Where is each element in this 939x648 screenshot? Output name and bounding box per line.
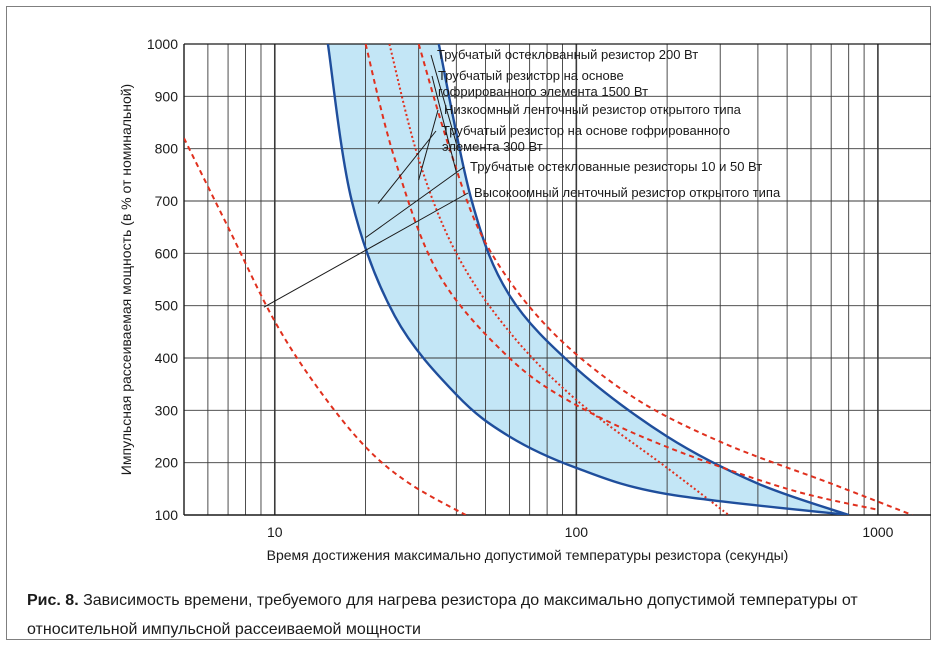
x-tick-label-10: 10 bbox=[267, 524, 283, 540]
series-line-4 bbox=[364, 44, 879, 511]
annotation-label-5: Трубчатые остеклованные резисторы 10 и 5… bbox=[470, 159, 762, 174]
series-line-6 bbox=[184, 137, 467, 515]
annotation-label-2-line-1: Трубчатый резистор на основе bbox=[438, 68, 624, 83]
x-axis-label: Время достижения максимально допустимой … bbox=[267, 547, 789, 563]
annotation-label-4-line-1: Трубчатый резистор на основе гофрированн… bbox=[442, 123, 730, 138]
annotation-label-3-line-1: Низкоомный ленточный резистор открытого … bbox=[444, 102, 742, 117]
y-tick-label-100: 100 bbox=[155, 507, 179, 523]
y-tick-label-800: 800 bbox=[155, 141, 179, 157]
annotation-leader-6 bbox=[263, 192, 469, 308]
y-tick-label-500: 500 bbox=[155, 298, 179, 314]
annotation-leader-1 bbox=[430, 54, 457, 144]
annotation-label-5-line-1: Трубчатые остеклованные резисторы 10 и 5… bbox=[470, 159, 762, 174]
figure-frame: Трубчатый остеклованный резистор 200 Вт Т… bbox=[6, 6, 931, 640]
annotation-leader-4 bbox=[377, 130, 437, 204]
y-tick-label-1000: 1000 bbox=[147, 36, 178, 52]
annotation-leader-5 bbox=[365, 166, 465, 239]
y-tick-label-600: 600 bbox=[155, 245, 179, 261]
caption-text: Зависимость времени, требуемого для нагр… bbox=[27, 592, 858, 638]
annotation-label-4-line-2: элемента 300 Вт bbox=[442, 139, 543, 154]
y-axis-label: Импульсная рассеиваемая мощность (в % от… bbox=[118, 84, 134, 475]
band-layer bbox=[327, 44, 849, 515]
chart: Трубчатый остеклованный резистор 200 Вт Т… bbox=[118, 36, 931, 563]
series-layer bbox=[184, 44, 913, 515]
x-tick-label-100: 100 bbox=[565, 524, 589, 540]
series-line-1 bbox=[437, 44, 850, 515]
annotation-label-2: Трубчатый резистор на основе гофрированно… bbox=[438, 68, 648, 99]
figure-caption: Рис. 8. Зависимость времени, требуемого … bbox=[27, 586, 917, 644]
annotation-layer: Трубчатый остеклованный резистор 200 Вт Т… bbox=[263, 47, 781, 308]
annotation-label-1-line-1: Трубчатый остеклованный резистор 200 Вт bbox=[437, 47, 698, 62]
y-tick-label-400: 400 bbox=[155, 350, 179, 366]
annotation-leader-3 bbox=[418, 109, 439, 181]
y-tick-label-700: 700 bbox=[155, 193, 179, 209]
annotation-leader-2 bbox=[431, 75, 457, 173]
annotation-label-2-line-2: гофрированного элемента 1500 Вт bbox=[438, 84, 648, 99]
annotation-label-3: Низкоомный ленточный резистор открытого … bbox=[444, 102, 742, 117]
y-tick-label-200: 200 bbox=[155, 455, 179, 471]
series-line-3 bbox=[388, 44, 730, 515]
annotation-label-1: Трубчатый остеклованный резистор 200 Вт bbox=[437, 47, 698, 62]
figure-label: Рис. 8. bbox=[27, 592, 79, 609]
band-fill bbox=[327, 44, 849, 515]
y-tick-label-300: 300 bbox=[155, 402, 179, 418]
annotation-label-6-line-1: Высокоомный ленточный резистор открытого… bbox=[474, 185, 781, 200]
annotation-label-6: Высокоомный ленточный резистор открытого… bbox=[474, 185, 781, 200]
annotation-label-4: Трубчатый резистор на основе гофрированн… bbox=[442, 123, 730, 154]
x-tick-label-1000: 1000 bbox=[862, 524, 893, 540]
tick-label-layer: 100 200 300 400 500 600 700 800 900 1000 10 100 1000 bbox=[147, 36, 894, 540]
y-tick-label-900: 900 bbox=[155, 88, 179, 104]
series-line-5 bbox=[326, 44, 849, 515]
